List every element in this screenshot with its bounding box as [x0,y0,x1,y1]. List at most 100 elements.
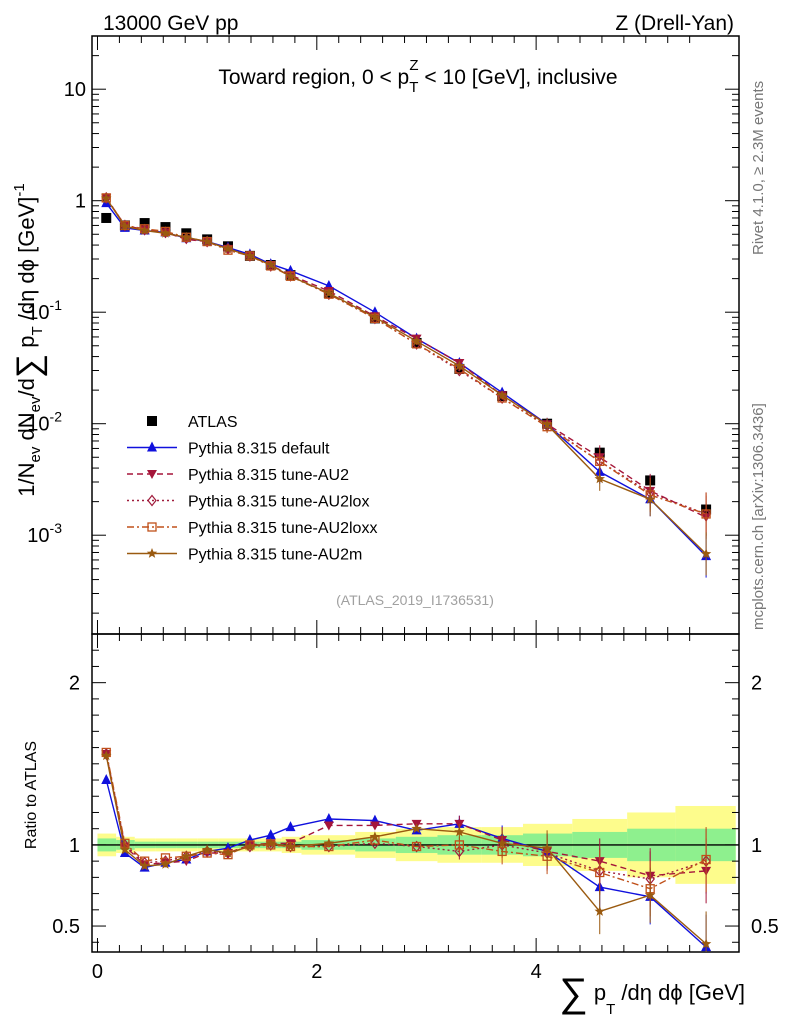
legend-label: Pythia 8.315 tune-AU2 [188,467,349,484]
main-y-tick-label: 10-1 [27,297,62,324]
main-point [265,259,276,270]
legend-label: Pythia 8.315 default [188,441,330,458]
legend-item-4: Pythia 8.315 tune-AU2loxx [127,520,377,537]
main-axis-ticks: 10 1 10-1 10-2 10-3 [27,35,739,634]
ratio-point [541,842,553,853]
main-point [222,243,234,254]
ratio-y-tick-label: 1 [69,835,80,857]
ratio-point [244,841,256,851]
main-point [594,473,605,484]
ratio-point [323,821,334,831]
main-y-axis-label: 1/Nev dNev/d∑ pT /dη dϕ [GeV]-1 [10,183,48,496]
ratio-y-tick-label: 0.5 [52,916,80,938]
main-point [160,227,171,238]
ratio-point [595,867,605,878]
ratio-x-tick-label: 0 [92,961,103,983]
legend: ATLAS Pythia 8.315 default Pythia 8.315 tu… [127,414,377,564]
legend-marker [147,470,157,479]
ratio-axis-ticks: 0.5 0.5 1 1 2 2 0 2 4 [52,634,779,983]
legend-label: Pythia 8.315 tune-AU2m [188,547,362,564]
ratio-point [454,840,465,850]
svg-text:1/Nev dNev/d∑ pT /dη dϕ [GeV]: 1/Nev dNev/d∑ pT /dη dϕ [GeV]-1 [10,183,48,496]
x-axis-label: ∑ pT /dη dϕ [GeV] [559,971,745,1018]
ratio-point [101,750,112,761]
legend-label: Pythia 8.315 tune-AU2lox [188,494,369,511]
ratio-point [411,823,422,834]
legend-label: ATLAS [188,414,238,431]
main-point [454,360,465,371]
ratio-point [454,845,465,858]
main-point [411,335,422,346]
ratio-point [265,837,276,848]
main-point [701,509,711,519]
main-point [496,389,508,400]
ratio-point [119,844,131,855]
main-point [595,456,605,466]
main-y-tick-label: 1 [75,191,86,213]
ratio-point [323,812,334,823]
main-point [285,270,296,281]
main-series-layer [101,191,712,578]
ratio-point [700,938,712,949]
ratio-point [160,858,171,869]
main-title: Toward region, 0 < pTZ < 10 [GeV], inclu… [218,57,617,96]
main-point [369,311,381,322]
ratio-point [411,840,422,853]
legend-item-0: ATLAS [147,414,238,431]
ratio-y-tick-label: 2 [69,673,80,695]
main-point [244,250,256,261]
main-point [644,493,656,504]
ratio-uncertainty-bands [92,805,739,884]
main-point [201,236,213,246]
ratio-point [285,841,296,851]
main-point [101,192,112,203]
main-point [323,287,335,298]
ratio-y-axis-label: Ratio to ATLAS [23,741,40,849]
main-y-tick-label: 10 [64,79,86,101]
legend-label: Pythia 8.315 tune-AU2loxx [188,520,377,537]
ratio-y-tick-label-right: 0.5 [751,916,779,938]
legend-item-1: Pythia 8.315 default [127,441,330,458]
rivet-label: Rivet 4.1.0, ≥ 2.3M events [750,81,767,255]
ratio-panel: 0.5 0.5 1 1 2 2 0 2 4 Ratio to ATLAS ∑ pT /dη dϕ… [23,633,779,1018]
main-panel: Toward region, 0 < pTZ < 10 [GeV], inclu… [10,35,740,635]
main-point [101,191,112,204]
ratio-point [496,837,508,848]
main-point [120,219,130,232]
ratio-series-layer [101,747,712,952]
ratio-x-tick-label: 4 [531,961,542,983]
main-point [101,212,112,223]
legend-marker [147,416,157,426]
ratio-series-clipped [101,747,712,952]
ratio-plot-frame [91,633,740,953]
main-point [700,548,712,559]
legend-item-2: Pythia 8.315 tune-AU2 [127,467,349,484]
ratio-x-tick-label: 2 [311,961,322,983]
ratio-point [594,905,605,916]
ratio-point [101,774,112,785]
ratio-point [285,821,296,832]
header-left: 13000 GeV pp [103,12,238,35]
ratio-point [181,850,192,861]
main-watermark: (ATLAS_2019_I1736531) [336,592,494,608]
ratio-point [644,889,656,900]
ratio-point [369,831,381,842]
ratio-point [222,847,234,858]
ratio-point [701,854,711,865]
legend-marker [147,441,157,452]
ratio-point [323,837,335,848]
ratio-point [139,860,150,871]
ratio-point [454,826,465,837]
main-point [541,419,553,430]
ratio-point [265,829,276,840]
ratio-point [324,840,334,853]
ratio-point [370,837,380,850]
main-point [181,231,192,242]
legend-marker [147,522,157,532]
main-point [139,218,150,229]
legend-marker [146,548,158,558]
header-right: Z (Drell-Yan) [615,12,734,35]
main-y-tick-label: 10-2 [27,409,62,436]
ratio-y-tick-label-right: 2 [751,673,762,695]
